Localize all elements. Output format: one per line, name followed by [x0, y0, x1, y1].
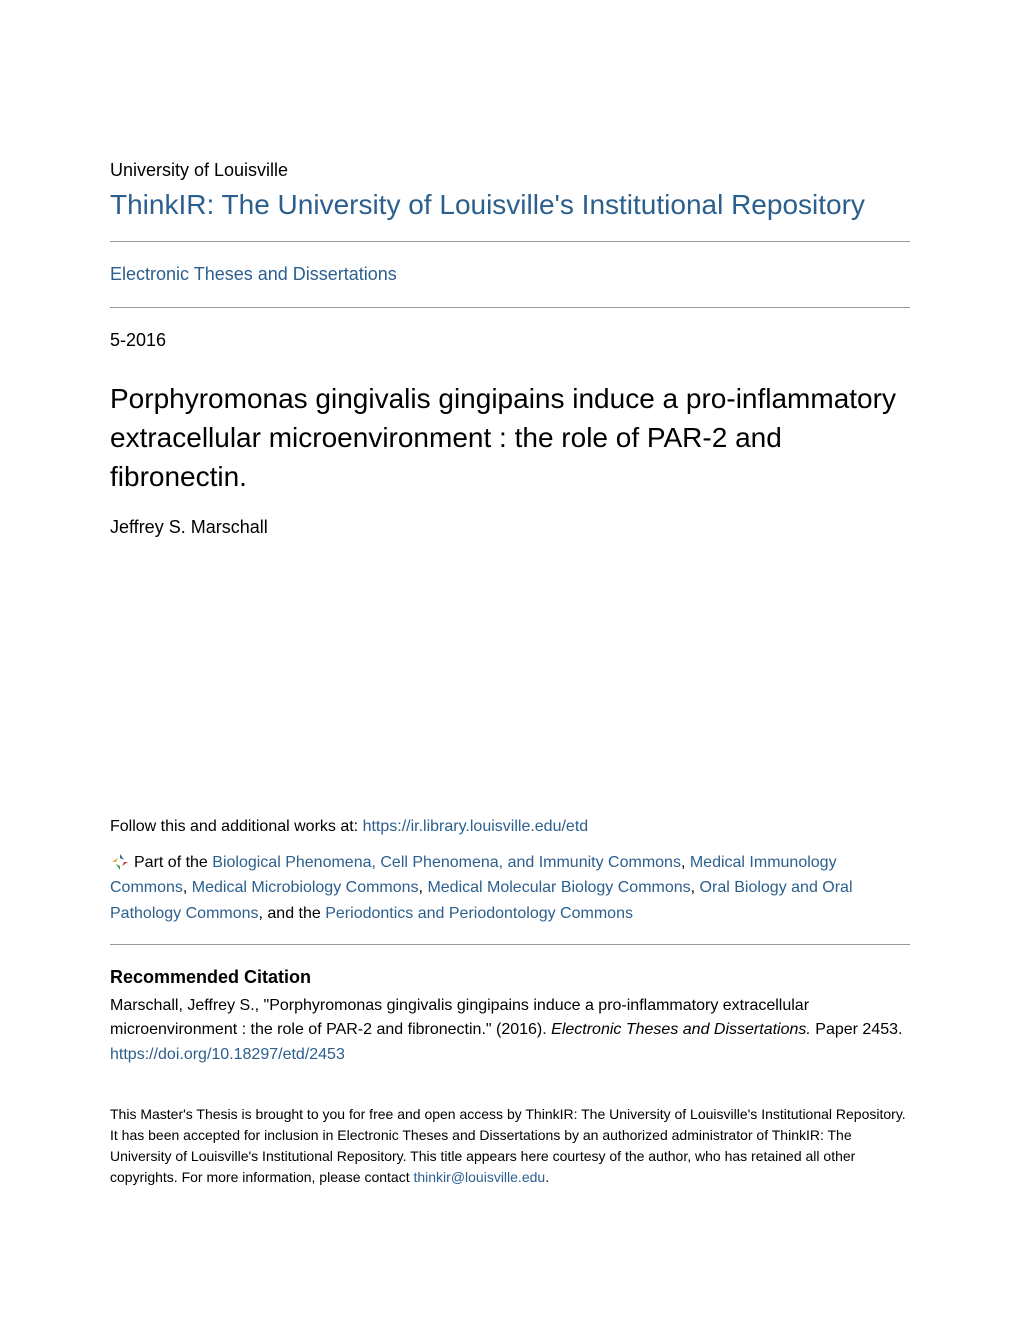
- sep: ,: [183, 879, 192, 896]
- part-of-prefix: Part of the: [134, 854, 212, 871]
- sep: ,: [691, 879, 700, 896]
- part-of-section: Part of the Biological Phenomena, Cell P…: [110, 850, 910, 927]
- network-icon: [110, 852, 130, 872]
- repository-title: ThinkIR: The University of Louisville's …: [110, 189, 910, 221]
- contact-email-link[interactable]: thinkir@louisville.edu: [413, 1169, 545, 1185]
- follow-prefix: Follow this and additional works at:: [110, 818, 363, 835]
- doi-link[interactable]: https://doi.org/10.18297/etd/2453: [110, 1046, 345, 1064]
- citation-italic: Electronic Theses and Dissertations.: [551, 1021, 811, 1038]
- commons-link-5[interactable]: Periodontics and Periodontology Commons: [325, 905, 633, 922]
- publication-date: 5-2016: [110, 330, 910, 351]
- commons-link-3[interactable]: Medical Molecular Biology Commons: [427, 879, 690, 896]
- footer-text: This Master's Thesis is brought to you f…: [110, 1104, 910, 1188]
- commons-link-2[interactable]: Medical Microbiology Commons: [192, 879, 419, 896]
- paper-title: Porphyromonas gingivalis gingipains indu…: [110, 379, 910, 497]
- citation-heading: Recommended Citation: [110, 967, 910, 988]
- divider-bottom: [110, 944, 910, 945]
- citation-text: Marschall, Jeffrey S., "Porphyromonas gi…: [110, 994, 910, 1042]
- sep: ,: [681, 854, 690, 871]
- citation-suffix: Paper 2453.: [811, 1021, 903, 1038]
- follow-url-link[interactable]: https://ir.library.louisville.edu/etd: [363, 818, 589, 835]
- divider-mid: [110, 307, 910, 308]
- sep-and: , and the: [259, 905, 326, 922]
- university-name: University of Louisville: [110, 160, 910, 181]
- repository-title-link[interactable]: ThinkIR: The University of Louisville's …: [110, 189, 910, 221]
- commons-link-0[interactable]: Biological Phenomena, Cell Phenomena, an…: [212, 854, 681, 871]
- divider-top: [110, 241, 910, 242]
- follow-works: Follow this and additional works at: htt…: [110, 818, 910, 836]
- footer-after: .: [545, 1169, 549, 1185]
- page-container: University of Louisville ThinkIR: The Un…: [110, 160, 910, 1188]
- author-name: Jeffrey S. Marschall: [110, 517, 910, 538]
- collection-link[interactable]: Electronic Theses and Dissertations: [110, 264, 397, 285]
